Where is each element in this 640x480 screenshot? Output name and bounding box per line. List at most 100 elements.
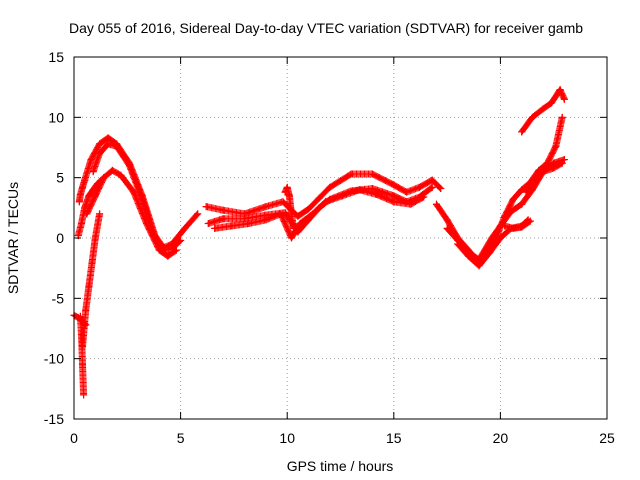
data-point	[305, 205, 313, 213]
data-point	[315, 194, 323, 202]
data-point	[262, 216, 270, 224]
data-point	[539, 168, 547, 176]
data-point	[368, 170, 376, 178]
y-tick-label: 5	[56, 170, 64, 186]
data-point	[82, 306, 90, 314]
series-descending-spike	[76, 312, 88, 399]
tick-labels: 0 5 10 15 20 25 -15 -10 -5 0 5 10 15	[44, 49, 615, 446]
data-point	[428, 183, 436, 191]
x-tick-label: 5	[177, 430, 185, 446]
data-point	[509, 224, 517, 232]
y-tick-label: 15	[48, 49, 64, 65]
y-axis-label: SDTVAR / TECUs	[5, 182, 21, 294]
data-point	[172, 246, 180, 254]
data-point	[285, 192, 293, 200]
x-tick-label: 0	[70, 430, 78, 446]
data-point	[125, 162, 133, 170]
data-point	[211, 224, 219, 232]
data-point	[79, 361, 87, 369]
data-point	[526, 217, 534, 225]
x-tick-label: 20	[493, 430, 509, 446]
data-point	[287, 210, 295, 218]
data-point	[403, 188, 411, 196]
data-point	[518, 186, 526, 194]
x-tick-label: 15	[386, 430, 402, 446]
data-point	[518, 128, 526, 136]
data-point	[85, 282, 93, 290]
data-point	[77, 220, 85, 228]
data-point	[548, 99, 556, 107]
data-point	[428, 176, 436, 184]
data-point	[552, 142, 560, 150]
data-point	[294, 212, 302, 220]
data-point	[93, 180, 101, 188]
data-point	[296, 220, 304, 228]
data-point	[531, 180, 539, 188]
data-point	[283, 183, 291, 191]
data-point	[390, 192, 398, 200]
data-point	[89, 168, 97, 176]
data-point	[432, 200, 440, 208]
data-point	[130, 188, 138, 196]
data-point	[76, 191, 84, 199]
data-point	[80, 391, 88, 399]
data-point	[81, 204, 89, 212]
data-point	[509, 195, 517, 203]
data-point	[104, 134, 112, 142]
data-point	[181, 224, 189, 232]
data-point	[262, 203, 270, 211]
data-point	[88, 258, 96, 266]
data-point	[79, 317, 87, 325]
data-point	[142, 220, 150, 228]
x-axis-label: GPS time / hours	[287, 458, 394, 474]
data-point	[390, 198, 398, 206]
series-initial-rise	[75, 176, 89, 206]
data-point	[74, 314, 82, 322]
data-point	[177, 236, 185, 244]
data-point	[287, 234, 295, 242]
data-point	[373, 191, 381, 199]
data-point	[277, 210, 285, 218]
y-tick-label: -15	[44, 411, 64, 427]
data-point	[281, 188, 289, 196]
data-point	[202, 203, 210, 211]
data-point	[518, 200, 526, 208]
series-rising-tail-A	[74, 174, 108, 240]
data-point	[356, 186, 364, 194]
series-late-high-band	[518, 86, 568, 136]
data-point	[443, 224, 451, 232]
data-point	[464, 252, 472, 260]
data-point	[454, 240, 462, 248]
series-afternoon-band-C	[211, 186, 428, 242]
data-point	[155, 246, 163, 254]
data-point	[322, 198, 330, 206]
data-point	[522, 188, 530, 196]
data-point	[96, 150, 104, 158]
data-point	[194, 210, 202, 218]
data-point	[79, 183, 87, 191]
data-point	[91, 234, 99, 242]
data-point	[347, 170, 355, 178]
data-point	[228, 222, 236, 230]
data-point	[309, 210, 317, 218]
data-point	[81, 176, 89, 184]
data-point	[290, 224, 298, 232]
data-marks	[70, 86, 568, 399]
series-upper-arc-B	[89, 140, 185, 254]
chart-title: Day 055 of 2016, Sidereal Day-to-day VTE…	[69, 20, 583, 36]
data-point	[204, 220, 212, 228]
data-point	[390, 181, 398, 189]
data-point	[475, 262, 483, 270]
data-point	[219, 215, 227, 223]
x-tick-label: 10	[279, 430, 295, 446]
data-point	[407, 200, 415, 208]
y-tick-label: -5	[52, 290, 65, 306]
data-point	[437, 185, 445, 193]
data-point	[82, 321, 90, 329]
data-point	[104, 140, 112, 148]
data-point	[488, 234, 496, 242]
data-point	[339, 192, 347, 200]
series-late-low-band	[501, 217, 534, 232]
